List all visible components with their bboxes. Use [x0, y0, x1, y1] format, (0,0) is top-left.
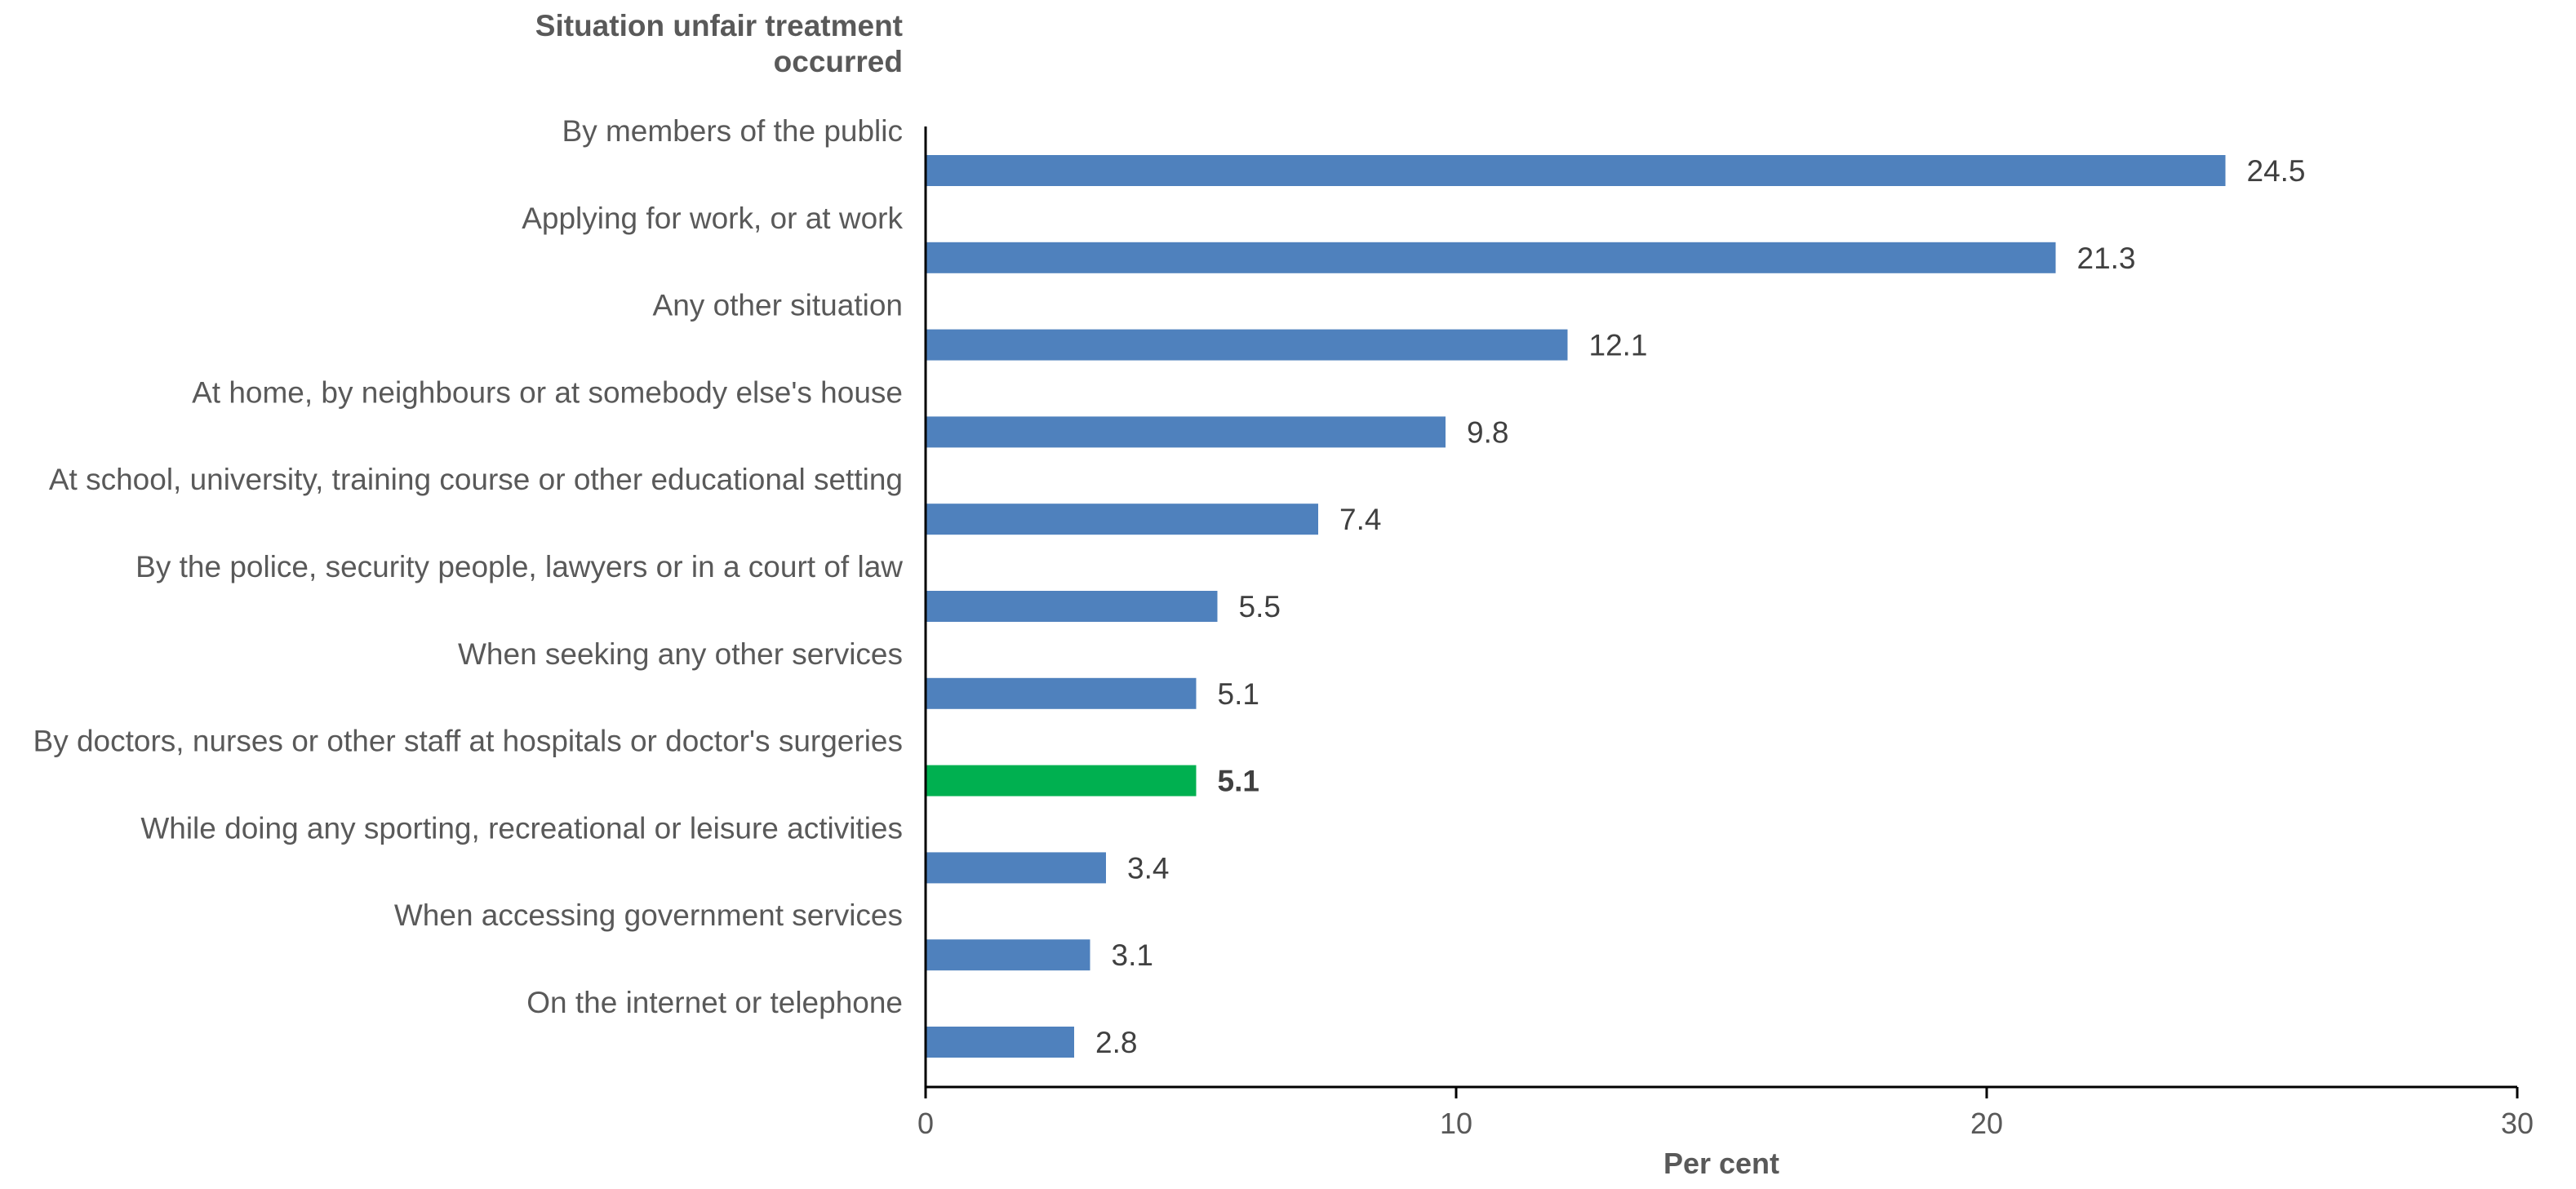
bar	[926, 329, 1568, 361]
bar	[926, 416, 1446, 448]
x-ticks-group: 0 10 20 30	[917, 1087, 2534, 1140]
data-label: 7.4	[1339, 503, 1381, 536]
category-label: By members of the public	[562, 114, 903, 148]
bars-group	[926, 155, 2226, 1058]
data-label: 2.8	[1095, 1026, 1137, 1059]
data-label: 3.1	[1112, 938, 1153, 972]
data-label: 5.5	[1239, 590, 1281, 623]
category-label: At school, university, training course o…	[49, 463, 903, 496]
data-label: 9.8	[1467, 415, 1508, 449]
x-axis-title: Per cent	[1663, 1147, 1779, 1180]
bar	[926, 852, 1106, 884]
x-tick-label: 20	[1970, 1107, 2003, 1140]
bar-highlighted	[926, 765, 1197, 796]
x-tick-label: 30	[2501, 1107, 2534, 1140]
data-label: 5.1	[1218, 677, 1259, 711]
data-label: 24.5	[2247, 154, 2306, 188]
bar	[926, 591, 1218, 622]
category-label: On the internet or telephone	[526, 986, 903, 1019]
category-label: When accessing government services	[394, 898, 903, 932]
data-label: 12.1	[1589, 329, 1648, 362]
data-label-highlighted: 5.1	[1218, 765, 1259, 798]
category-labels-group: By members of the public Applying for wor…	[33, 114, 904, 1019]
category-label: At home, by neighbours or at somebody el…	[192, 375, 903, 409]
bar	[926, 939, 1090, 971]
bar	[926, 1027, 1074, 1058]
x-tick-label: 0	[917, 1107, 934, 1140]
data-label: 3.4	[1127, 851, 1169, 885]
category-axis-title-line-1: Situation unfair treatment	[535, 9, 903, 42]
category-label: Applying for work, or at work	[522, 202, 903, 235]
bar	[926, 677, 1197, 709]
bar	[926, 242, 2056, 273]
category-label: By the police, security people, lawyers …	[135, 550, 903, 583]
category-label: When seeking any other services	[458, 637, 903, 671]
category-label: By doctors, nurses or other staff at hos…	[33, 725, 903, 758]
value-labels-group: 24.5 21.3 12.1 9.8 7.4 5.5 5.1 5.1 3.4 3.1 2.8	[1095, 154, 2306, 1059]
category-label: While doing any sporting, recreational o…	[140, 811, 903, 845]
x-tick-label: 10	[1440, 1107, 1472, 1140]
category-axis-title-line-2: occurred	[774, 45, 903, 78]
bar	[926, 155, 2226, 186]
data-label: 21.3	[2077, 242, 2136, 275]
category-label: Any other situation	[653, 289, 903, 322]
bar	[926, 504, 1318, 535]
